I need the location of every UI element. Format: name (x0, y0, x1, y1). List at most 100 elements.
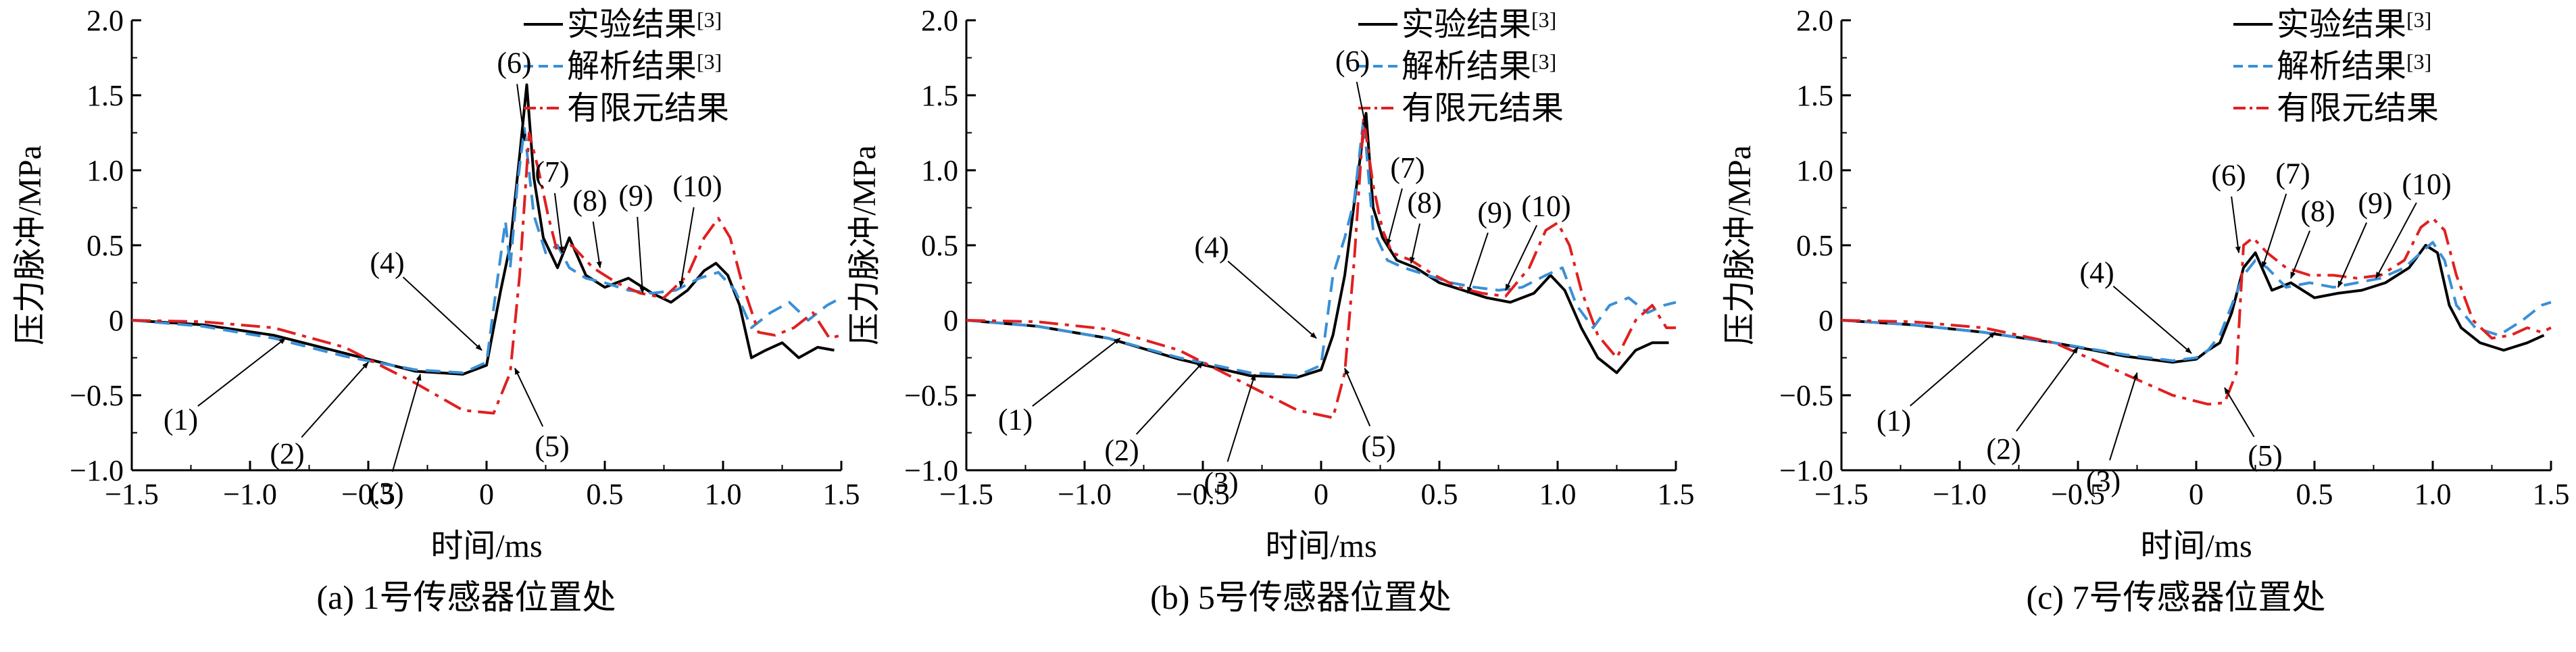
x-axis-title: 时间/ms (2140, 528, 2252, 564)
annotation-label: (7) (535, 155, 569, 189)
x-tick-label: 0.5 (2296, 478, 2333, 511)
chart-panel-3: −1.0−0.500.51.01.52.0−1.5 −1.0 −0.5 0 0.5 1.0… (1722, 4, 2570, 616)
x-tick-label: 1.5 (2533, 478, 2570, 511)
annotation-arrow (2112, 285, 2192, 354)
panel-caption: (c) 7号传感器位置处 (2027, 578, 2326, 616)
chart-panel-2: −1.0−0.500.51.01.52.0−1.5 −1.0 −0.5 0 0.5 1.0… (847, 4, 1695, 616)
legend-label-analytic: 解析结果[3] (2277, 49, 2431, 84)
annotation-arrow (1410, 223, 1421, 264)
annotation-label: (8) (1407, 186, 1441, 220)
y-tick-label: 2.0 (86, 4, 124, 37)
annotation-label: (3) (1204, 466, 1238, 499)
annotation-label: (2) (1104, 434, 1139, 467)
x-tick-label: 1.0 (1539, 478, 1577, 511)
y-tick-label: 1.5 (1796, 79, 1833, 112)
annotation-label: (9) (2358, 186, 2392, 220)
annotation-label: (10) (1521, 190, 1570, 223)
y-axis-title: 压力脉冲/MPa (1722, 145, 1758, 345)
y-tick-label: −1.0 (904, 454, 958, 487)
annotation-arrow (1344, 368, 1371, 427)
y-tick-label: 1.0 (86, 154, 124, 187)
annotation-label: (5) (535, 430, 569, 463)
annotation-arrow (553, 193, 564, 254)
x-tick-label: 0 (2189, 478, 2204, 511)
y-tick-label: 1.5 (921, 79, 958, 112)
annotation-label: (7) (2275, 157, 2310, 190)
x-tick-label: −1.0 (1933, 478, 1987, 511)
annotation-label: (4) (2079, 256, 2114, 289)
x-tick-label: −1.5 (1814, 478, 1868, 511)
series-line-experiment (966, 111, 1669, 379)
series-line-experiment (1841, 244, 2545, 364)
x-tick-label: −1.5 (939, 478, 993, 511)
y-tick-label: 0.5 (921, 229, 958, 262)
series-line-analytic (1841, 241, 2552, 362)
series-line-fem (131, 131, 842, 415)
annotation-arrow (2224, 387, 2255, 437)
chart-panel-1: −1.0−0.500.51.01.52.0−1.5 −1.0 −0.5 0 0.5 1.0… (12, 4, 860, 616)
x-tick-label: 1.0 (705, 478, 742, 511)
annotation-arrow (2109, 372, 2138, 461)
annotation-arrow (1227, 260, 1317, 339)
legend-label-experiment: 实验结果[3] (1402, 7, 1556, 43)
x-axis-title: 时间/ms (1265, 528, 1377, 564)
x-tick-label: −0.5 (1176, 478, 1230, 511)
legend-label-fem: 有限元结果 (2277, 91, 2439, 126)
annotation-label: (10) (672, 170, 722, 203)
y-tick-label: −1.0 (1779, 454, 1833, 487)
y-axis-title: 压力脉冲/MPa (12, 145, 48, 345)
legend-label-analytic: 解析结果[3] (1402, 49, 1556, 84)
annotation-label: (1) (1877, 404, 1911, 437)
annotation-arrow (1032, 337, 1121, 407)
annotation-arrow (2016, 347, 2079, 432)
annotation-arrow (2375, 202, 2417, 279)
annotation-label: (9) (618, 179, 653, 212)
annotation-arrow (301, 361, 369, 438)
y-tick-label: 0 (1818, 304, 1833, 337)
y-tick-label: 1.0 (1796, 154, 1833, 187)
y-axis-title: 压力脉冲/MPa (847, 145, 883, 345)
annotation-label: (8) (572, 184, 607, 217)
annotation-label: (2) (270, 437, 304, 470)
annotation-label: (1) (164, 403, 198, 436)
annotation-label: (4) (370, 246, 404, 279)
series-line-analytic (131, 126, 842, 374)
legend-label-experiment: 实验结果[3] (567, 7, 722, 43)
x-tick-label: −0.5 (2051, 478, 2105, 511)
x-tick-label: 0.5 (587, 478, 624, 511)
annotation-arrow (1505, 225, 1538, 291)
y-tick-label: −0.5 (1779, 379, 1833, 412)
annotation-label: (6) (497, 47, 531, 80)
series-line-analytic (966, 116, 1677, 378)
annotation-label: (5) (2248, 439, 2282, 472)
series-line-experiment (131, 83, 835, 376)
annotation-arrow (1910, 332, 1996, 407)
y-tick-label: 0 (943, 304, 958, 337)
x-tick-label: 1.5 (1658, 478, 1695, 511)
series-line-fem (1841, 217, 2552, 406)
legend-label-experiment: 实验结果[3] (2277, 7, 2431, 43)
annotation-label: (6) (1335, 45, 1370, 78)
annotation-arrow (637, 216, 645, 295)
annotation-arrow (2261, 193, 2287, 269)
y-tick-label: 0.5 (86, 229, 124, 262)
annotation-label: (2) (1986, 432, 2021, 466)
annotation-arrow (197, 337, 287, 407)
annotation-label: (10) (2402, 168, 2451, 201)
y-tick-label: 2.0 (921, 4, 958, 37)
panel-caption: (a) 1号传感器位置处 (317, 578, 616, 616)
series-line-fem (966, 116, 1676, 420)
annotation-arrow (514, 368, 544, 427)
annotation-label: (8) (2300, 195, 2335, 228)
annotation-label: (9) (1477, 196, 1512, 229)
annotation-arrow (516, 84, 526, 141)
annotation-arrow (678, 207, 695, 289)
x-axis-title: 时间/ms (430, 528, 542, 564)
annotation-label: (3) (369, 476, 403, 509)
annotation-arrow (2231, 196, 2241, 254)
y-tick-label: −0.5 (904, 379, 958, 412)
annotation-label: (3) (2086, 465, 2121, 498)
x-tick-label: 0 (479, 478, 494, 511)
legend-label-fem: 有限元结果 (1402, 91, 1564, 126)
x-tick-label: 1.0 (2414, 478, 2452, 511)
